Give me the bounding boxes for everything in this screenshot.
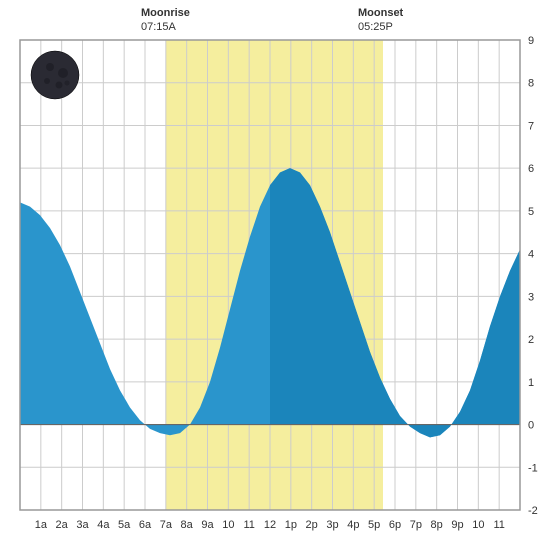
svg-text:8a: 8a [181,519,194,531]
svg-text:5p: 5p [368,519,380,531]
svg-text:5: 5 [528,206,534,218]
moonset-label: Moonset 05:25P [358,6,403,35]
svg-text:11: 11 [493,519,504,531]
moonrise-title: Moonrise [141,6,190,20]
svg-text:6a: 6a [139,519,152,531]
svg-text:9a: 9a [201,519,214,531]
svg-text:3: 3 [528,291,534,303]
svg-text:8: 8 [528,78,534,90]
svg-text:1: 1 [528,377,534,389]
svg-text:10: 10 [472,519,484,531]
chart-svg: -2-101234567891a2a3a4a5a6a7a8a9a1011121p… [0,0,550,550]
svg-text:0: 0 [528,420,534,432]
moonset-time: 05:25P [358,21,393,33]
svg-text:1p: 1p [285,519,297,531]
moonset-title: Moonset [358,6,403,20]
svg-text:2a: 2a [56,519,69,531]
svg-text:4p: 4p [347,519,359,531]
svg-text:5a: 5a [118,519,131,531]
svg-text:1a: 1a [35,519,48,531]
svg-text:7p: 7p [410,519,422,531]
svg-text:9: 9 [528,35,534,47]
svg-text:-1: -1 [528,462,538,474]
tide-chart: -2-101234567891a2a3a4a5a6a7a8a9a1011121p… [0,0,550,550]
svg-text:7: 7 [528,120,534,132]
svg-text:3p: 3p [326,519,338,531]
svg-text:3a: 3a [76,519,89,531]
svg-text:7a: 7a [160,519,173,531]
svg-text:6: 6 [528,163,534,175]
svg-text:9p: 9p [451,519,463,531]
moonrise-label: Moonrise 07:15A [141,6,190,35]
svg-text:10: 10 [222,519,234,531]
svg-text:-2: -2 [528,505,538,517]
svg-text:2p: 2p [306,519,318,531]
svg-text:11: 11 [243,519,254,531]
svg-text:4: 4 [528,249,534,261]
svg-text:6p: 6p [389,519,401,531]
svg-text:12: 12 [264,519,276,531]
moon-icon [31,51,79,99]
moonrise-time: 07:15A [141,21,176,33]
svg-text:4a: 4a [97,519,110,531]
svg-text:8p: 8p [431,519,443,531]
svg-text:2: 2 [528,334,534,346]
